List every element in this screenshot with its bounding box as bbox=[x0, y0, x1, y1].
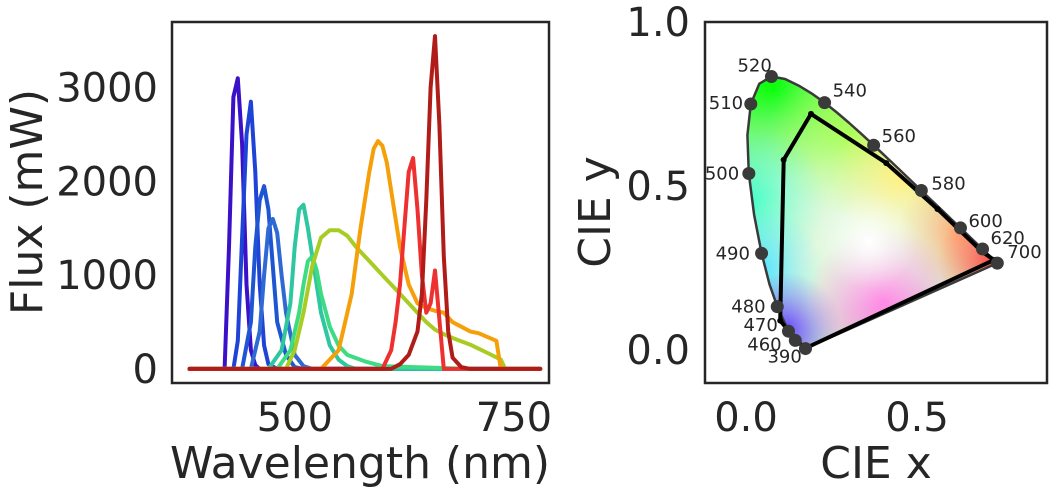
wavelength-label-490: 490 bbox=[716, 243, 750, 264]
spectrum-line-9 bbox=[187, 156, 543, 371]
led-gamut-vertex bbox=[780, 156, 787, 163]
wavelength-marker-580 bbox=[914, 183, 928, 197]
led-gamut-vertex bbox=[883, 160, 890, 167]
cie-x-tick-label: 0.0 bbox=[714, 395, 778, 441]
wavelength-marker-500 bbox=[742, 166, 756, 180]
wavelength-marker-470 bbox=[781, 324, 795, 338]
spectrum-x-tick-label: 750 bbox=[476, 395, 552, 441]
spectrum-tick-labels: 500 750 0 1000 2000 3000 bbox=[56, 66, 552, 441]
wavelength-marker-520 bbox=[764, 70, 778, 84]
cie-axes-frame bbox=[703, 20, 1049, 385]
wavelength-marker-620 bbox=[976, 242, 990, 256]
cie-plot-area bbox=[742, 70, 1004, 356]
wavelength-marker-560 bbox=[867, 138, 881, 152]
cie-y-tick-label: 0.0 bbox=[626, 328, 690, 374]
spectrum-y-tick-label: 2000 bbox=[56, 159, 158, 205]
wavelength-label-580: 580 bbox=[931, 173, 965, 194]
wavelength-label-700: 700 bbox=[1007, 242, 1041, 263]
cie-y-tick-label: 0.5 bbox=[626, 164, 690, 210]
wavelength-label-460: 460 bbox=[747, 334, 781, 355]
spectrum-y-axis-label: Flux (mW) bbox=[2, 89, 53, 315]
spectrum-x-tick-label: 500 bbox=[257, 395, 333, 441]
spectrum-line-10 bbox=[187, 34, 543, 371]
wavelength-label-470: 470 bbox=[743, 315, 777, 336]
wavelength-label-510: 510 bbox=[709, 93, 743, 114]
cie-y-axis-label: CIE y bbox=[570, 156, 621, 268]
led-gamut-vertex bbox=[934, 206, 941, 213]
spectrum-chart: 500 750 0 1000 2000 3000 Wavelength (nm) Flux… bbox=[2, 20, 552, 489]
wavelength-marker-540 bbox=[818, 96, 832, 110]
cie-x-tick-label: 0.5 bbox=[885, 395, 949, 441]
wavelength-label-390: 390 bbox=[767, 347, 801, 368]
wavelength-label-480: 480 bbox=[731, 297, 765, 318]
wavelength-label-500: 500 bbox=[705, 163, 739, 184]
wavelength-label-520: 520 bbox=[737, 56, 771, 77]
spectrum-line-8 bbox=[187, 139, 543, 371]
wavelength-marker-600 bbox=[953, 221, 967, 235]
spectrum-y-tick-label: 1000 bbox=[56, 253, 158, 299]
cie-y-tick-label: 1.0 bbox=[626, 0, 690, 46]
spectrum-line-5 bbox=[187, 202, 543, 371]
wavelength-marker-700 bbox=[990, 256, 1004, 270]
cie-tick-labels: 0.0 0.5 0.0 0.5 1.0 bbox=[626, 0, 948, 441]
spectrum-series-group bbox=[187, 34, 543, 371]
spectrum-x-axis-label: Wavelength (nm) bbox=[170, 438, 550, 489]
wavelength-label-560: 560 bbox=[882, 126, 916, 147]
cie-x-axis-label: CIE x bbox=[820, 438, 932, 489]
wavelength-marker-510 bbox=[744, 97, 758, 111]
wavelength-label-600: 600 bbox=[968, 211, 1002, 232]
spectrum-line-4 bbox=[187, 216, 543, 371]
wavelength-marker-490 bbox=[755, 246, 769, 260]
wavelength-marker-480 bbox=[770, 300, 784, 314]
led-gamut-vertex bbox=[777, 317, 784, 324]
spectrum-y-tick-label: 3000 bbox=[56, 66, 158, 112]
led-gamut-vertex bbox=[808, 110, 815, 117]
spectrum-line-6 bbox=[187, 254, 543, 371]
spectrum-line-7 bbox=[187, 228, 543, 371]
wavelength-label-620: 620 bbox=[991, 228, 1025, 249]
spectrum-y-tick-label: 0 bbox=[133, 347, 158, 393]
wavelength-marker-460 bbox=[788, 333, 802, 347]
wavelength-label-540: 540 bbox=[833, 81, 867, 102]
spectrum-axes-frame bbox=[170, 20, 551, 385]
wavelength-marker-390 bbox=[798, 342, 812, 356]
cie-color-fill bbox=[747, 76, 998, 349]
